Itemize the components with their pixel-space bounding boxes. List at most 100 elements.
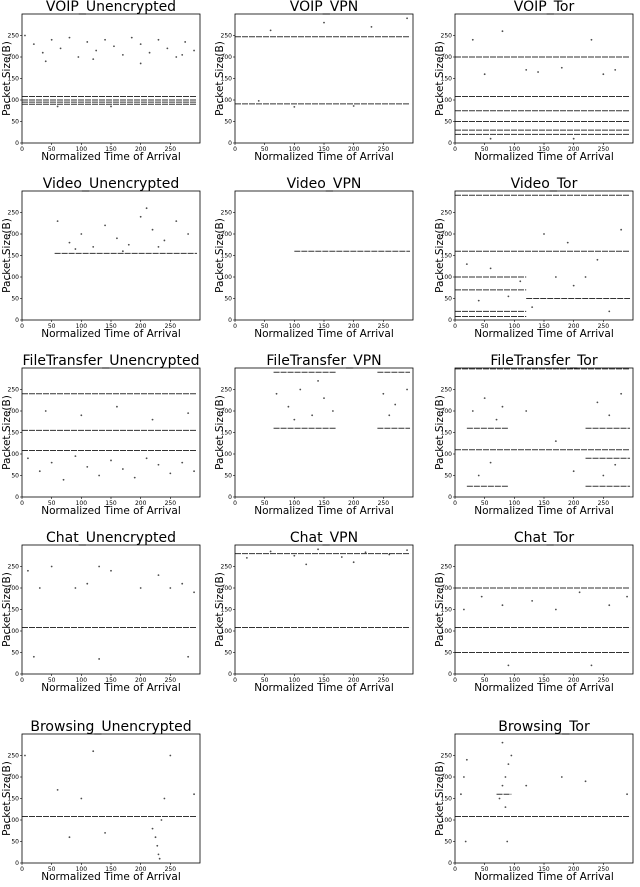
point bbox=[245, 557, 248, 559]
point bbox=[483, 397, 486, 399]
point bbox=[257, 99, 260, 102]
point bbox=[187, 655, 190, 658]
y-tick-label: 200 bbox=[8, 408, 20, 415]
y-tick-label: 200 bbox=[8, 231, 20, 238]
y-tick-label: 250 bbox=[441, 564, 453, 571]
point bbox=[59, 47, 62, 50]
y-axis-label: Packet Size(B) bbox=[214, 218, 226, 293]
y-tick-label: 0 bbox=[15, 317, 19, 324]
point bbox=[465, 758, 468, 761]
plot-frame bbox=[454, 733, 634, 864]
point bbox=[501, 741, 504, 744]
point bbox=[193, 793, 195, 796]
point bbox=[506, 840, 509, 843]
plot-frame bbox=[454, 367, 634, 498]
y-tick-label: 100 bbox=[221, 97, 233, 104]
point bbox=[74, 455, 77, 458]
y-tick-label: 50 bbox=[224, 473, 232, 480]
y-tick-label: 200 bbox=[8, 54, 20, 61]
point bbox=[352, 105, 355, 107]
point bbox=[86, 466, 89, 468]
y-axis-label: Packet Size(B) bbox=[1, 218, 13, 293]
chart-title: Video_Unencrypted bbox=[43, 176, 179, 192]
point bbox=[525, 784, 528, 787]
y-tick-label: 150 bbox=[221, 607, 233, 614]
point bbox=[184, 41, 187, 43]
x-tick-label: 150 bbox=[318, 146, 330, 153]
y-tick-label: 100 bbox=[221, 451, 233, 458]
point bbox=[614, 69, 617, 71]
point bbox=[110, 459, 112, 462]
point bbox=[157, 574, 160, 576]
point bbox=[98, 474, 101, 477]
point bbox=[560, 66, 563, 69]
point bbox=[56, 789, 59, 791]
x-axis-label: Normalized Time of Arrival bbox=[41, 505, 181, 517]
point bbox=[175, 220, 178, 223]
point bbox=[86, 582, 89, 585]
y-tick-label: 100 bbox=[8, 817, 20, 824]
x-tick-label: 200 bbox=[348, 146, 360, 153]
point bbox=[151, 418, 154, 421]
point bbox=[525, 69, 528, 71]
x-tick-label: 250 bbox=[165, 677, 177, 684]
point bbox=[175, 56, 178, 58]
point bbox=[584, 276, 587, 278]
y-tick-label: 0 bbox=[448, 671, 452, 678]
x-tick-label: 250 bbox=[598, 677, 610, 684]
x-tick-label: 150 bbox=[105, 146, 117, 153]
x-tick-label: 200 bbox=[568, 500, 580, 507]
y-tick-label: 50 bbox=[444, 119, 452, 126]
point bbox=[608, 310, 611, 313]
point bbox=[572, 470, 575, 473]
y-axis-label: Packet Size(B) bbox=[1, 761, 13, 836]
point bbox=[127, 243, 130, 246]
point bbox=[56, 105, 59, 108]
point bbox=[525, 410, 528, 412]
point bbox=[50, 565, 53, 568]
point bbox=[489, 461, 492, 464]
x-tick-label: 0 bbox=[233, 323, 237, 330]
chart-title: Chat_Unencrypted bbox=[46, 530, 176, 546]
point bbox=[38, 587, 41, 589]
chart-title: Chat_Tor bbox=[514, 530, 574, 546]
chart-title: Chat_VPN bbox=[290, 530, 358, 546]
point bbox=[163, 239, 166, 242]
y-tick-label: 50 bbox=[444, 296, 452, 303]
x-tick-label: 200 bbox=[568, 677, 580, 684]
x-tick-label: 250 bbox=[598, 500, 610, 507]
point bbox=[489, 267, 492, 270]
x-tick-label: 250 bbox=[165, 323, 177, 330]
y-tick-label: 50 bbox=[11, 119, 19, 126]
y-tick-label: 200 bbox=[8, 774, 20, 781]
point bbox=[537, 71, 539, 73]
point bbox=[27, 457, 29, 460]
x-tick-label: 100 bbox=[289, 146, 301, 153]
x-axis-label: Normalized Time of Arrival bbox=[474, 328, 614, 340]
y-tick-label: 150 bbox=[441, 430, 453, 437]
point bbox=[269, 550, 272, 553]
x-tick-label: 150 bbox=[318, 500, 330, 507]
y-axis-label: Packet Size(B) bbox=[214, 41, 226, 116]
x-axis-label: Normalized Time of Arrival bbox=[41, 328, 181, 340]
y-tick-label: 0 bbox=[15, 671, 19, 678]
x-tick-label: 250 bbox=[598, 323, 610, 330]
y-tick-label: 100 bbox=[441, 274, 453, 281]
point bbox=[110, 105, 112, 108]
plot-frame bbox=[454, 13, 634, 144]
point bbox=[116, 405, 118, 408]
point bbox=[464, 840, 467, 843]
point bbox=[364, 551, 367, 554]
x-tick-label: 0 bbox=[233, 146, 237, 153]
x-tick-label: 250 bbox=[378, 323, 390, 330]
point bbox=[113, 45, 115, 48]
point bbox=[157, 38, 160, 41]
point bbox=[121, 53, 124, 56]
point bbox=[340, 556, 343, 558]
point bbox=[80, 233, 83, 235]
x-tick-label: 250 bbox=[165, 500, 177, 507]
point bbox=[41, 51, 44, 54]
x-tick-label: 200 bbox=[348, 323, 360, 330]
x-tick-label: 0 bbox=[20, 146, 24, 153]
point bbox=[133, 476, 136, 479]
